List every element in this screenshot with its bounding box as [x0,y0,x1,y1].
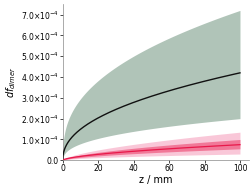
X-axis label: z / mm: z / mm [139,175,172,185]
Y-axis label: $df_{dimer}$: $df_{dimer}$ [4,66,18,98]
